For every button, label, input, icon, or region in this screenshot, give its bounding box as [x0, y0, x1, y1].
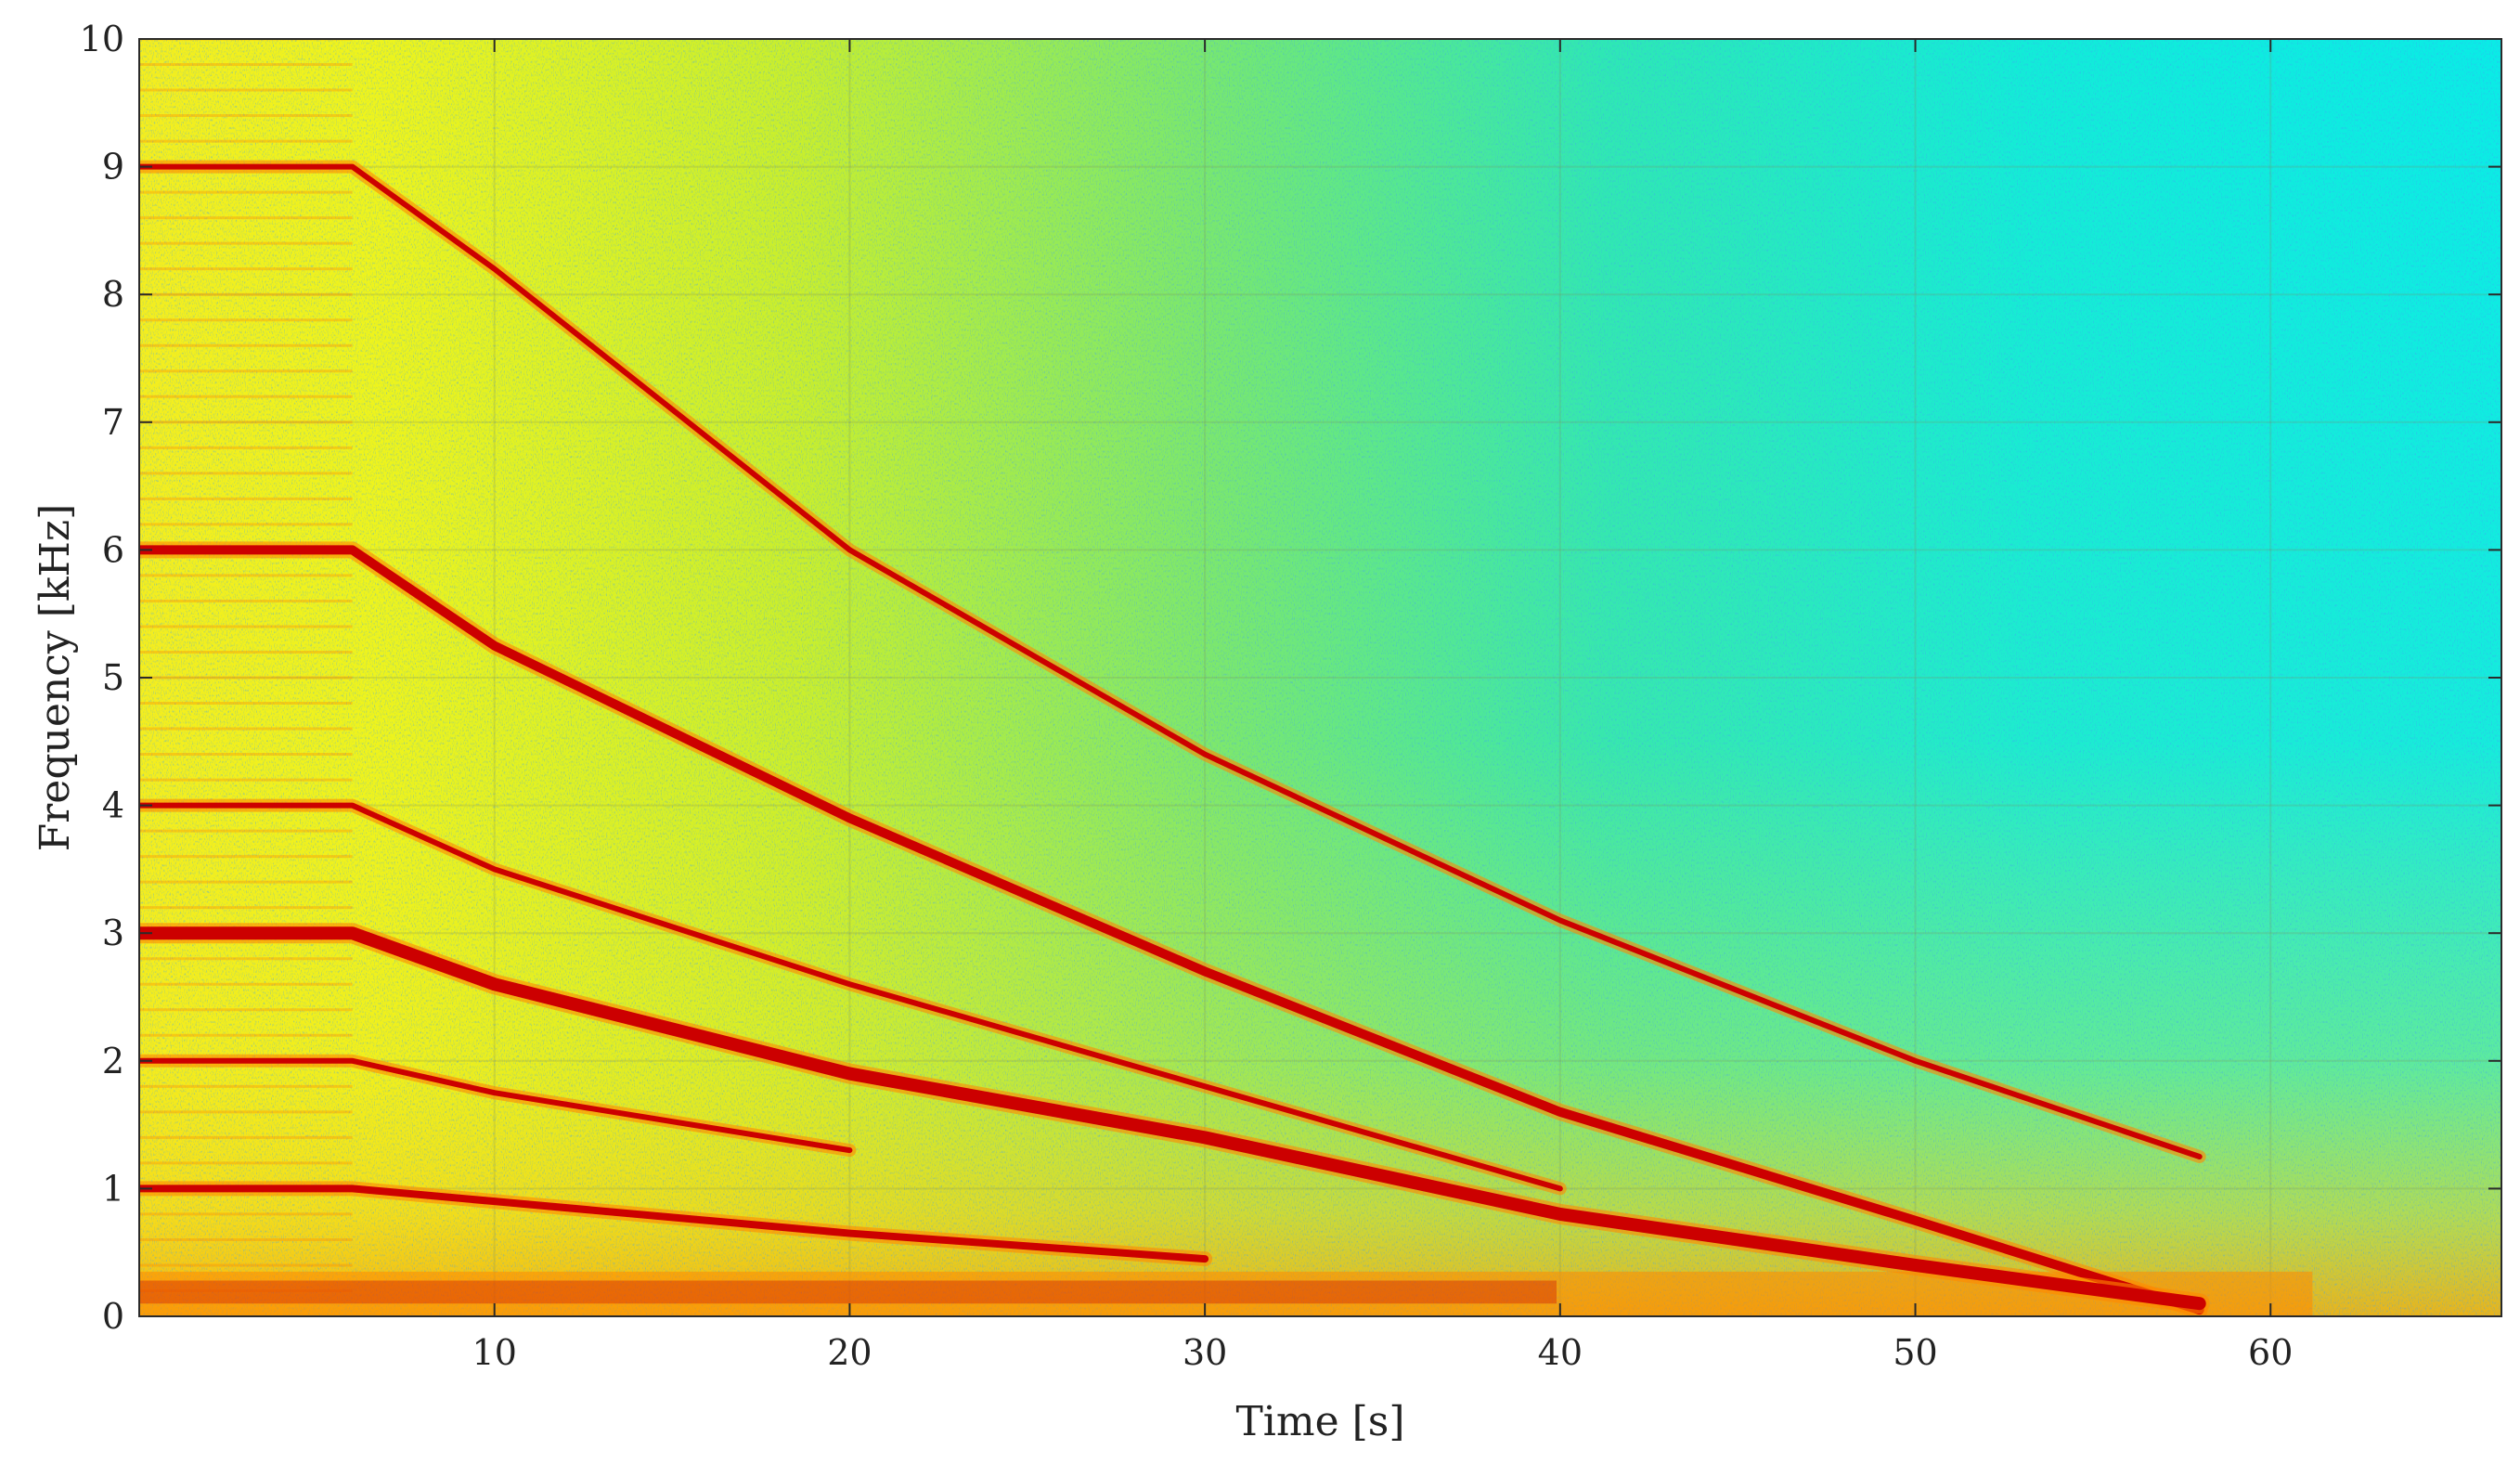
x-tick-label: 50: [1893, 1332, 1937, 1373]
grid: [139, 39, 2501, 1316]
x-tick-label: 20: [827, 1332, 872, 1373]
y-tick-label: 4: [102, 785, 124, 826]
y-tick-label: 6: [102, 529, 124, 570]
harmonic-track: [139, 1057, 853, 1154]
harmonic-track: [139, 1185, 1209, 1263]
harmonic-track: [139, 545, 2204, 1315]
y-tick-label: 5: [102, 657, 124, 698]
harmonic-track: [139, 163, 2203, 1159]
y-tick-label: 3: [102, 913, 124, 953]
y-tick-label: 2: [102, 1041, 124, 1081]
harmonic-tracks: [139, 160, 2210, 1316]
x-axis-label: Time [s]: [1235, 1398, 1404, 1445]
x-tick-label: 40: [1538, 1332, 1583, 1373]
low-frequency-energy-core: [139, 1280, 1557, 1304]
x-tick-label: 60: [2248, 1332, 2293, 1373]
x-axis: 10 20 30 40 50 60: [472, 39, 2293, 1373]
x-tick-label: 30: [1182, 1332, 1227, 1373]
y-axis: 0 1 2 3 4 5 6 7 8 9 10: [80, 19, 2501, 1337]
y-tick-label: 9: [102, 147, 124, 188]
harmonic-track: [139, 802, 1563, 1192]
y-tick-label: 8: [102, 274, 124, 315]
y-tick-label: 7: [102, 402, 124, 443]
harmonic-track: [139, 926, 2206, 1311]
y-tick-label: 1: [102, 1168, 124, 1209]
y-axis-label: Frequency [kHz]: [32, 504, 79, 852]
y-tick-label: 0: [102, 1296, 124, 1337]
plot-area: [139, 39, 2501, 1316]
x-tick-label: 10: [472, 1332, 517, 1373]
y-tick-label: 10: [80, 19, 124, 59]
